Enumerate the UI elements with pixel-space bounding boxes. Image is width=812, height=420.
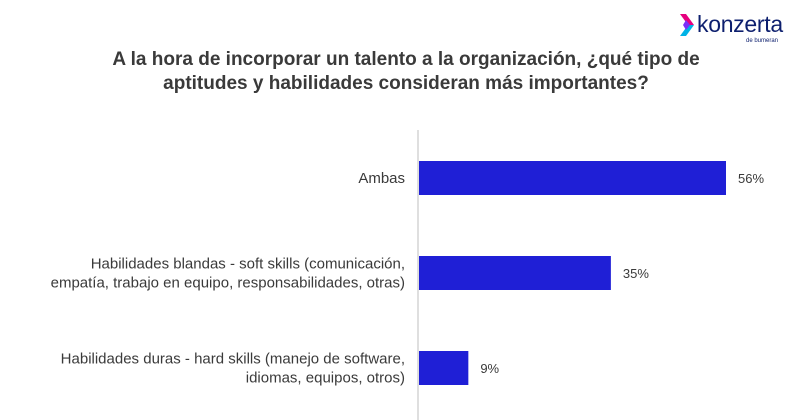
- data-label-1: 56%: [738, 171, 764, 186]
- bar-2: [419, 256, 611, 290]
- brand-logo: konzerta de bumeran: [678, 10, 798, 46]
- bar-1: [419, 161, 726, 195]
- category-label-line: Ambas: [358, 170, 405, 187]
- data-label-2: 35%: [623, 266, 649, 281]
- category-label-line: idiomas, equipos, otros): [246, 370, 405, 387]
- category-label-line: empatía, trabajo en equipo, responsabili…: [51, 275, 405, 292]
- category-label-line: Habilidades blandas - soft skills (comun…: [91, 256, 405, 273]
- category-label-line: Habilidades duras - hard skills (manejo …: [61, 351, 405, 368]
- category-label-2: Habilidades blandas - soft skills (comun…: [51, 256, 405, 292]
- brand-subtext: de bumeran: [746, 38, 779, 44]
- chevron-right-icon: [680, 14, 694, 36]
- chart-title: A la hora de incorporar un talento a la …: [112, 49, 700, 94]
- category-label-1: Ambas: [358, 170, 405, 187]
- brand-wordmark: konzerta: [697, 11, 783, 37]
- data-label-3: 9%: [480, 361, 499, 376]
- bar-3: [419, 351, 469, 385]
- category-label-3: Habilidades duras - hard skills (manejo …: [61, 351, 405, 387]
